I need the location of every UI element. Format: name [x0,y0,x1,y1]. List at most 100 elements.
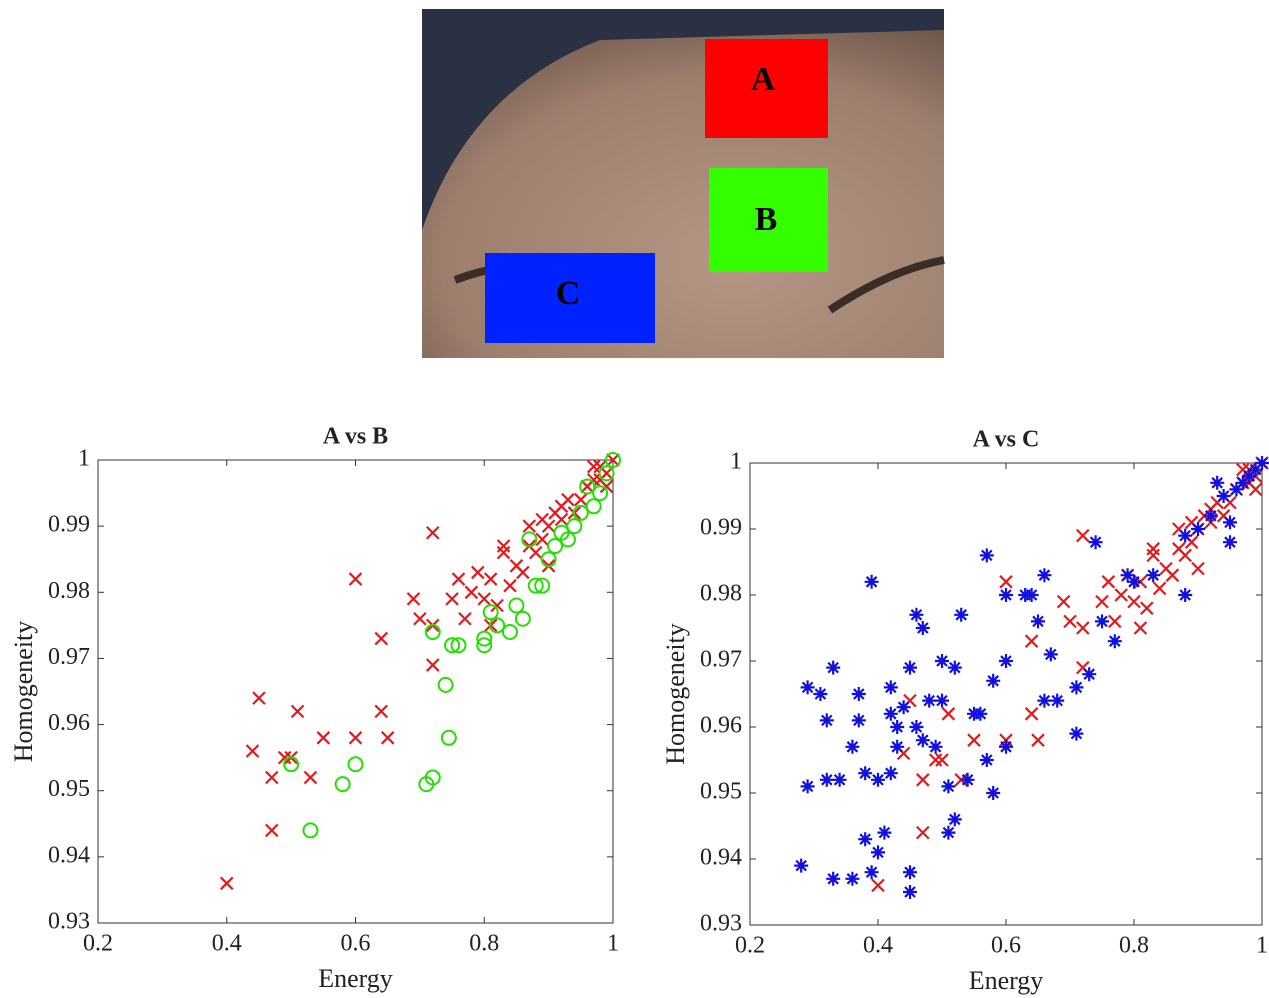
point [425,658,440,672]
point [1223,515,1237,530]
point [574,492,588,507]
region-label: A [751,61,776,98]
point [290,704,305,719]
point [554,512,569,527]
point [871,772,885,787]
point [482,604,499,621]
point [922,693,937,708]
point [826,660,841,675]
chart: 0.2 0.4 0.6 0.8 1 0.93 0.94 0.95 0.96 0.97 0.98 0.9… [9,424,621,993]
point [374,631,389,646]
point [1140,601,1154,615]
point [1076,528,1090,543]
point [813,687,828,701]
point [599,479,614,494]
point [599,466,614,481]
point [547,537,564,554]
point [1063,614,1077,629]
point [954,607,969,622]
chart: 0.2 0.4 0.6 0.8 1 0.93 0.94 0.95 0.96 0.97 0.98 0.9… [661,427,1269,995]
point [1127,594,1141,609]
point [606,453,620,467]
point [496,539,511,553]
point [935,693,949,708]
point [909,720,924,734]
point [1024,634,1039,648]
point [941,779,956,794]
point [947,660,962,675]
region-a [705,39,828,138]
point [252,691,266,705]
point [514,610,531,627]
point [1056,594,1071,609]
point [1178,588,1193,602]
point [1229,482,1244,497]
point [561,492,575,507]
x-axis-label: Energy [969,966,1044,995]
x-tick-label: 1 [607,931,619,957]
point [800,680,815,695]
point [1108,614,1122,629]
point [605,452,621,468]
x-tick-label: 0.2 [735,933,765,959]
point [471,565,485,580]
point [1248,482,1263,497]
x-tick-label: 0.4 [863,933,893,959]
point [1024,707,1039,721]
y-tick-label: 0.97 [700,647,742,673]
point [413,611,427,626]
point [1120,568,1135,583]
point [424,623,441,640]
y-tick-label: 0.95 [48,776,90,802]
point [579,478,596,495]
point [1178,528,1193,543]
point [916,825,930,840]
point [528,545,543,560]
point [1248,462,1263,477]
y-tick-label: 0.96 [48,710,90,736]
point [489,617,506,634]
point [960,772,975,787]
point [265,770,279,785]
y-tick-label: 0.95 [700,779,742,805]
point [896,700,911,715]
point [832,772,847,787]
point [585,498,602,515]
point [800,779,815,794]
point [303,770,318,785]
point [1127,574,1141,589]
point [502,623,518,640]
point [979,548,994,563]
point [890,720,905,734]
point [1088,535,1103,550]
point [903,660,917,675]
point [464,585,479,600]
point [864,574,879,589]
point [999,575,1013,589]
point [947,812,962,827]
point [1069,726,1084,741]
point [1076,621,1090,635]
point [928,753,943,767]
region-label: B [755,201,778,238]
point [973,706,988,721]
point [1210,475,1225,490]
point [986,786,1001,800]
point [476,630,493,647]
point [916,773,930,787]
point [451,572,466,586]
point [967,733,981,747]
point [1114,588,1128,602]
chart-title: A vs C [973,427,1040,453]
y-tick-label: 0.98 [700,581,742,607]
plot-area [97,459,614,924]
point [522,519,537,533]
point [1203,508,1218,523]
point [1031,733,1045,747]
point [1223,535,1237,550]
point [406,592,421,606]
point [1235,475,1250,490]
point [999,654,1013,668]
point [586,473,601,487]
